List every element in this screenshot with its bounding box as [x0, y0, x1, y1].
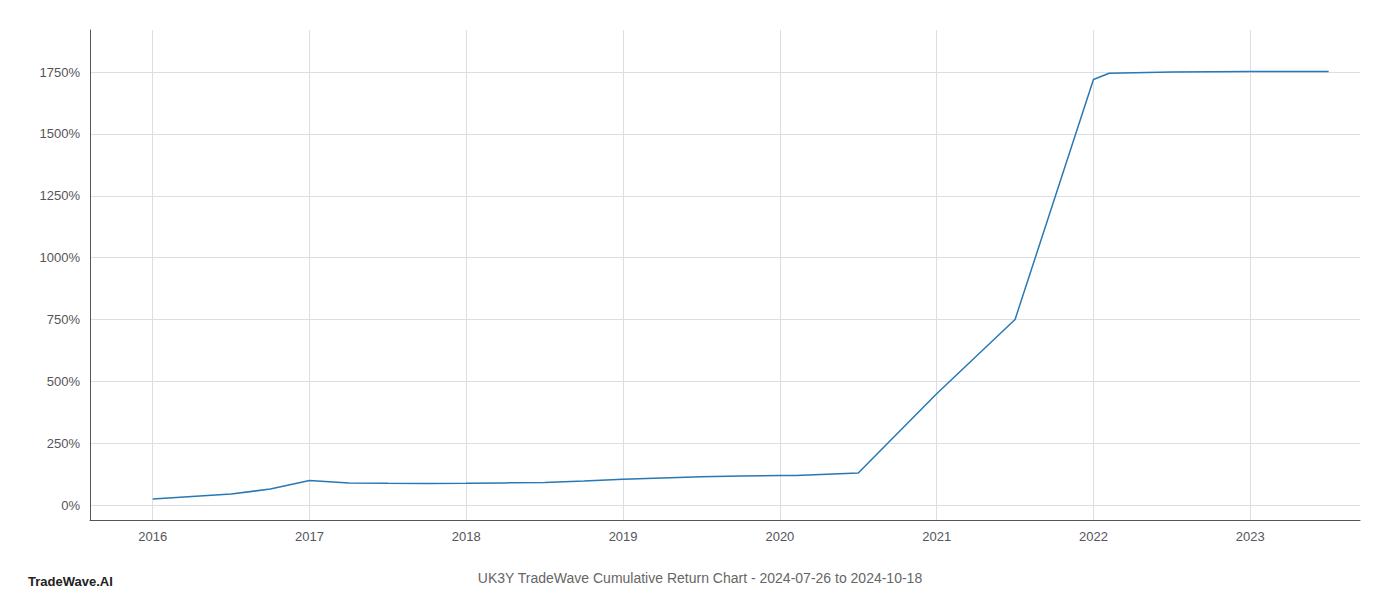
svg-text:500%: 500% — [47, 374, 81, 389]
svg-text:UK3Y TradeWave Cumulative Retu: UK3Y TradeWave Cumulative Return Chart -… — [478, 570, 923, 586]
svg-text:1500%: 1500% — [40, 126, 81, 141]
svg-text:250%: 250% — [47, 436, 81, 451]
svg-text:2020: 2020 — [765, 529, 794, 544]
svg-text:750%: 750% — [47, 312, 81, 327]
svg-text:1750%: 1750% — [40, 65, 81, 80]
svg-text:2022: 2022 — [1079, 529, 1108, 544]
svg-text:2017: 2017 — [295, 529, 324, 544]
svg-text:2023: 2023 — [1236, 529, 1265, 544]
svg-text:2016: 2016 — [138, 529, 167, 544]
svg-text:1250%: 1250% — [40, 188, 81, 203]
svg-text:1000%: 1000% — [40, 250, 81, 265]
svg-text:0%: 0% — [61, 498, 80, 513]
svg-text:2018: 2018 — [452, 529, 481, 544]
svg-text:TradeWave.AI: TradeWave.AI — [28, 574, 113, 589]
svg-text:2019: 2019 — [609, 529, 638, 544]
svg-text:2021: 2021 — [922, 529, 951, 544]
